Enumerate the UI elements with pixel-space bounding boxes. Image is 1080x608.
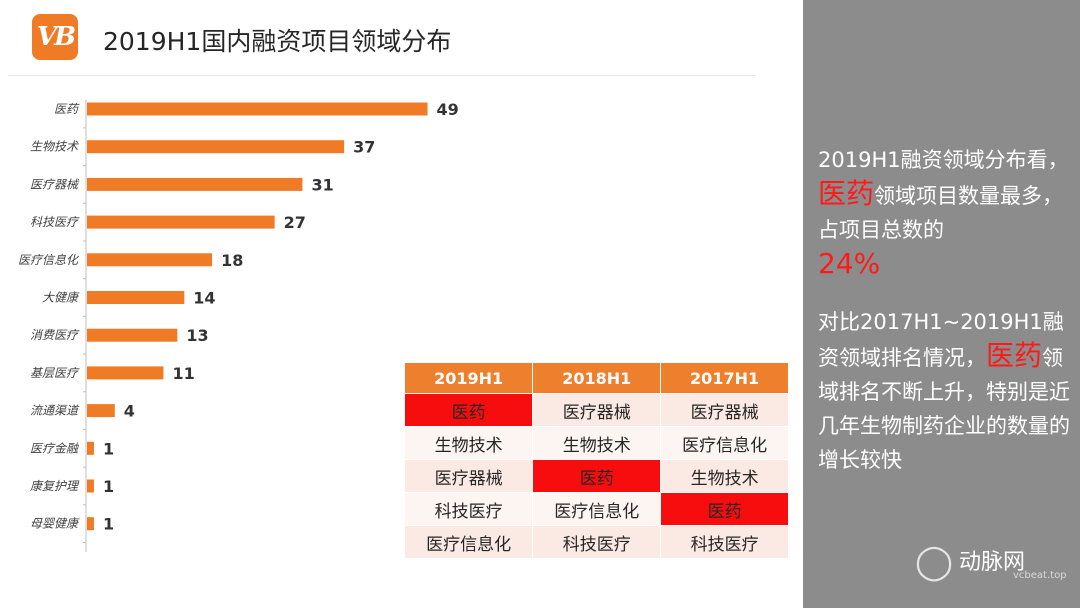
summary-paragraph-1: 2019H1融资领域分布看， 医药领域项目数量最多，占项目总数的 24% (818, 143, 1070, 283)
category-label: 医疗信息化 (18, 253, 80, 267)
table-header-2017h1: 2017H1 (660, 363, 789, 394)
table-cell: 医疗器械 (405, 459, 534, 493)
category-label: 消费医疗 (30, 328, 80, 342)
bar (87, 366, 164, 380)
value-label: 37 (353, 138, 375, 157)
value-label: 1 (103, 515, 114, 534)
category-label: 大健康 (42, 291, 80, 305)
table-row: 生物技术 生物技术 医疗信息化 (405, 426, 789, 460)
value-label: 1 (103, 477, 114, 496)
value-label: 4 (124, 402, 135, 421)
value-label: 49 (437, 100, 459, 119)
logo-text: VB (36, 22, 76, 52)
table-cell: 医药 (660, 492, 789, 526)
watermark: ◯ 动脉网 vcbeat.top (915, 534, 1075, 594)
table-header-row: 2019H1 2018H1 2017H1 (405, 363, 789, 394)
summary-text: 对比2017H1~2019H1融资领域排名情况， (818, 310, 1064, 370)
summary-text: 2019H1融资领域分布看， (818, 148, 1069, 172)
page-title: 2019H1国内融资项目领域分布 (103, 27, 452, 56)
bar (87, 102, 428, 116)
table-cell: 科技医疗 (532, 525, 662, 558)
value-label: 13 (186, 326, 208, 345)
category-label: 医药 (54, 102, 80, 116)
bar (87, 328, 178, 342)
bar (87, 140, 345, 154)
bar (87, 215, 275, 229)
category-label: 母婴健康 (30, 517, 80, 531)
value-label: 11 (172, 364, 194, 383)
table-cell: 科技医疗 (405, 492, 534, 526)
value-label: 18 (221, 251, 243, 270)
table-row: 医药 医疗器械 医疗器械 (405, 393, 789, 427)
table-row: 医疗器械 医药 生物技术 (405, 459, 789, 493)
watermark-url: vcbeat.top (1013, 570, 1067, 581)
table-header-2018h1: 2018H1 (532, 363, 662, 394)
category-label: 科技医疗 (30, 215, 80, 229)
category-label: 流通渠道 (30, 404, 80, 418)
category-label: 生物技术 (30, 140, 79, 154)
table-cell: 医疗器械 (532, 393, 662, 427)
bar (87, 441, 94, 455)
table-header-2019h1: 2019H1 (405, 363, 534, 394)
vb-logo: VB (32, 14, 78, 60)
title-divider (8, 75, 756, 76)
table-cell: 医疗器械 (660, 393, 789, 427)
table-cell: 生物技术 (660, 459, 789, 493)
category-label: 医疗金融 (30, 441, 79, 455)
table-cell: 医疗信息化 (660, 426, 789, 460)
summary-paragraph-2: 对比2017H1~2019H1融资领域排名情况，医药领域排名不断上升，特别是近几… (818, 305, 1070, 477)
wechat-icon: ◯ (915, 542, 954, 582)
table-cell: 生物技术 (532, 426, 662, 460)
watermark-name: 动脉网 (959, 550, 1026, 575)
highlight-percent: 24% (818, 247, 881, 280)
table-cell: 科技医疗 (660, 525, 789, 558)
table-row: 医疗信息化 科技医疗 科技医疗 (405, 525, 789, 558)
table-cell: 医疗信息化 (532, 492, 662, 526)
bar (87, 253, 213, 267)
bar (87, 479, 94, 493)
category-label: 医疗器械 (30, 177, 80, 191)
bar (87, 291, 185, 304)
highlight-term: 医药 (986, 339, 1043, 372)
category-label: 基层医疗 (30, 366, 80, 380)
value-label: 27 (284, 213, 306, 232)
value-label: 1 (103, 439, 114, 458)
category-label: 康复护理 (30, 479, 80, 493)
highlight-term: 医药 (818, 177, 875, 210)
ranking-table: 2019H1 2018H1 2017H1 医药 医疗器械 医疗器械 生物技术 生… (405, 363, 789, 558)
value-label: 31 (311, 175, 333, 194)
bar (87, 177, 303, 191)
bar (87, 517, 94, 531)
table-cell: 生物技术 (405, 426, 534, 460)
table-cell: 医疗信息化 (405, 525, 534, 558)
summary-sidebar: 2019H1融资领域分布看，医药领域项目数量最多，占项目总数的 24% 对比201… (803, 0, 1080, 608)
table-cell: 医药 (405, 393, 534, 427)
bar (87, 404, 115, 418)
table-cell: 医药 (532, 459, 662, 493)
value-label: 14 (193, 289, 215, 308)
table-row: 科技医疗 医疗信息化 医药 (405, 492, 789, 526)
summary-text: 领域排名不断上升，特别是近几年生物制药企业的数量的增长较快 (818, 346, 1070, 472)
summary-text: 领域项目数量最多，占项目总数的 (818, 184, 1064, 242)
